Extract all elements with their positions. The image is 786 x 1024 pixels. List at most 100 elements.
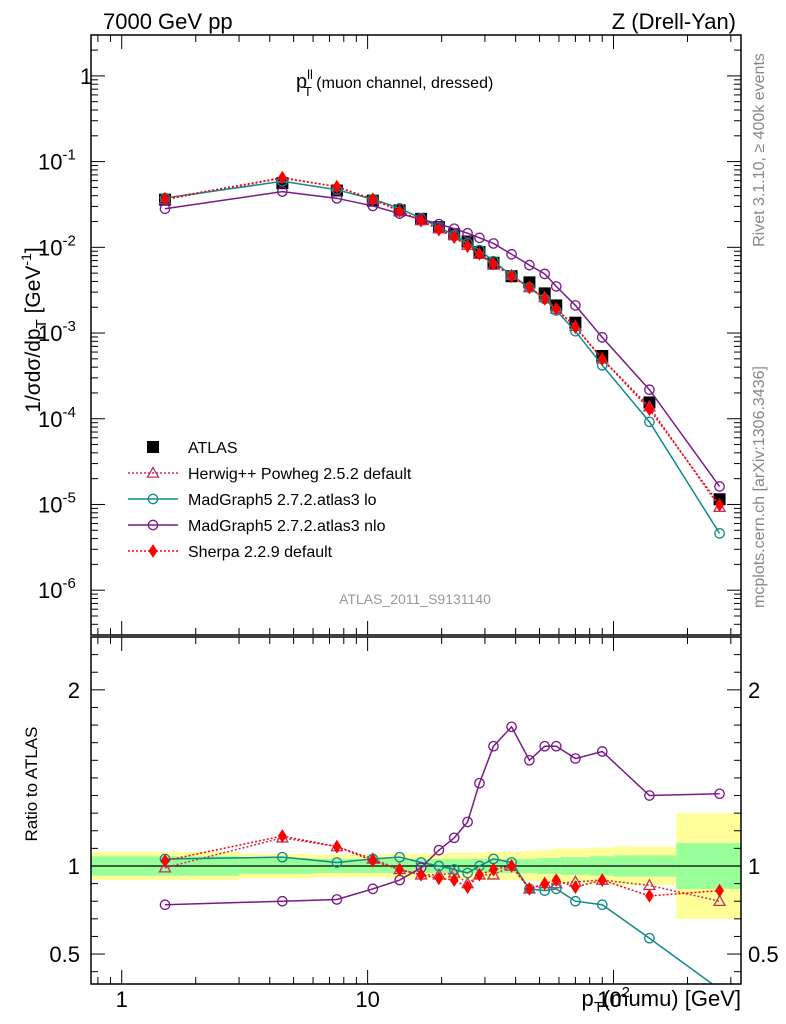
marker-circle <box>331 857 343 868</box>
marker-diamond <box>416 867 426 882</box>
marker-diamond <box>463 880 472 894</box>
marker-circle <box>331 894 343 905</box>
marker-circle <box>462 816 473 828</box>
ratio-plot-area <box>91 721 741 984</box>
marker-circle <box>714 481 725 492</box>
analysis-id: ATLAS_2011_S9131140 <box>339 591 491 607</box>
y-tick-label: 1 <box>80 64 92 89</box>
marker-diamond <box>395 204 405 218</box>
ratio-frame <box>90 636 742 985</box>
marker-circle <box>448 832 460 844</box>
series-line <box>164 190 721 487</box>
ratio-y-tick-label-right: 0.5 <box>748 942 779 967</box>
marker-diamond <box>434 871 444 886</box>
marker-diamond <box>525 882 534 896</box>
ratio-ylabel: Ratio to ATLAS <box>22 727 41 842</box>
marker-diamond <box>551 301 561 316</box>
marker-diamond <box>449 873 459 887</box>
marker-diamond <box>540 292 550 306</box>
marker-circle <box>159 899 171 911</box>
marker-circle <box>488 740 499 752</box>
marker-diamond <box>449 230 459 245</box>
marker-diamond <box>475 246 484 261</box>
marker-diamond <box>332 179 342 194</box>
marker-diamond <box>597 352 607 366</box>
x-tick-label: 102 <box>597 984 630 1012</box>
ratio-y-tick-label: 1 <box>68 854 80 879</box>
marker-diamond <box>507 269 516 284</box>
marker-diamond <box>148 544 158 558</box>
y-tick-label: 10-2 <box>38 232 76 260</box>
series-sherpa-2-2-9-default <box>160 170 724 512</box>
marker-circle <box>539 740 551 752</box>
main-panel: 1 10-1 10-2 10-3 10-4 10-5 10-6 pll T (muon cha… <box>18 34 742 636</box>
marker-circle <box>277 895 288 907</box>
marker-diamond <box>160 853 170 868</box>
marker-circle <box>596 332 608 343</box>
marker-circle <box>433 844 445 856</box>
legend-label: Herwig++ Powheg 2.5.2 default <box>188 466 412 483</box>
main-axes: 1 10-1 10-2 10-3 10-4 10-5 10-6 <box>38 34 741 636</box>
marker-diamond <box>571 320 580 335</box>
marker-circle <box>462 227 473 239</box>
marker-circle <box>506 721 517 733</box>
marker-diamond <box>368 853 378 868</box>
marker-circle <box>147 493 159 505</box>
marker-diamond <box>525 280 534 295</box>
marker-circle <box>550 281 562 292</box>
x-tick-label: 10 <box>355 987 379 1012</box>
marker-circle <box>550 740 562 752</box>
x-axis-label: pT(mumu) [GeV] <box>581 986 741 1016</box>
marker-diamond <box>160 191 170 206</box>
marker-circle <box>644 384 655 396</box>
marker-circle <box>714 788 725 800</box>
marker-triangle <box>146 466 160 478</box>
marker-circle <box>644 932 655 944</box>
marker-circle <box>462 867 473 879</box>
marker-triangle <box>158 860 172 873</box>
y-tick-label: 10-4 <box>38 404 76 432</box>
marker-diamond <box>489 256 498 271</box>
marker-circle <box>147 519 159 531</box>
ratio-y-tick-label: 2 <box>68 678 80 703</box>
marker-diamond <box>332 839 342 854</box>
marker-circle <box>644 790 655 801</box>
series-sherpa-2-2-9-default <box>160 829 724 903</box>
mcplots-label: mcplots.cern.ch [arXiv:1306.3436] <box>751 366 768 608</box>
marker-circle <box>433 860 445 872</box>
legend-item: MadGraph5 2.7.2.atlas3 lo <box>128 492 377 509</box>
header-energy: 7000 GeV pp <box>103 9 233 34</box>
marker-circle <box>570 753 581 764</box>
ratio-y-tick-label-right: 1 <box>748 854 760 879</box>
marker-square <box>147 441 159 453</box>
legend-label: MadGraph5 2.7.2.atlas3 nlo <box>188 518 386 535</box>
marker-diamond <box>540 876 550 891</box>
marker-diamond <box>368 192 378 207</box>
marker-diamond <box>489 862 498 877</box>
marker-circle <box>539 268 551 280</box>
marker-circle <box>596 899 608 911</box>
rivet-label: Rivet 3.1.10, ≥ 400k events <box>751 53 768 247</box>
marker-diamond <box>645 889 654 903</box>
legend-label: MadGraph5 2.7.2.atlas3 lo <box>188 492 377 509</box>
x-tick-label: 1 <box>116 987 128 1012</box>
plot-title: pll T (muon channel, dressed) <box>296 67 493 99</box>
legend: ATLAS Herwig++ Powheg 2.5.2 default MadGra… <box>128 440 412 561</box>
header-process: Z (Drell-Yan) <box>612 9 736 34</box>
legend-item: Herwig++ Powheg 2.5.2 default <box>128 466 412 483</box>
ratio-y-tick-label-right: 2 <box>748 678 760 703</box>
marker-circle <box>644 416 655 428</box>
legend-label: Sherpa 2.2.9 default <box>188 544 333 561</box>
marker-circle <box>524 259 535 271</box>
marker-diamond <box>571 880 580 894</box>
marker-circle <box>367 883 379 895</box>
legend-label: ATLAS <box>188 440 238 457</box>
marker-circle <box>394 851 405 863</box>
marker-diamond <box>507 859 516 873</box>
marker-circle <box>474 777 485 789</box>
series-madgraph5-2-7-2-atlas3-nlo <box>159 721 725 911</box>
ratio-panel: 0.5 0.5 1 1 2 2 1 10 102 Ratio to ATLAS pT(mumu)… <box>22 636 779 1016</box>
marker-circle <box>524 754 535 766</box>
marker-triangle <box>549 876 563 889</box>
